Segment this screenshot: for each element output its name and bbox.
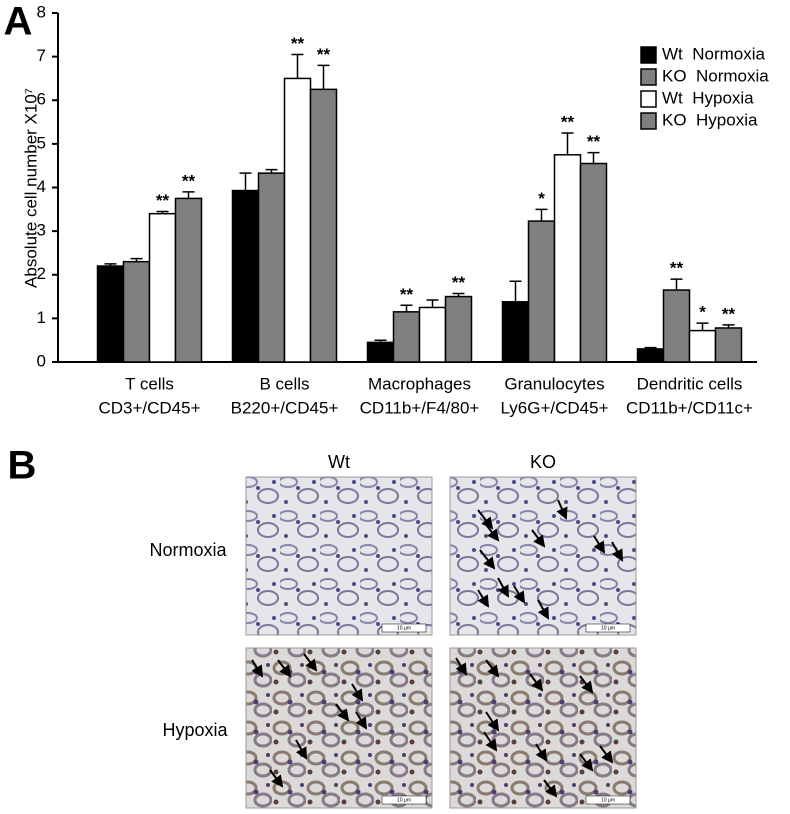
error-bar <box>670 278 683 291</box>
significance-label: ** <box>561 112 575 131</box>
significance-label: ** <box>182 171 196 190</box>
bar <box>636 348 665 363</box>
bar <box>527 220 556 363</box>
error-bar <box>156 210 169 214</box>
error-bar <box>426 299 439 308</box>
error-bar <box>374 339 387 343</box>
y-tick-label: 5 <box>37 133 46 152</box>
y-tick-label: 2 <box>37 264 46 283</box>
error-bar <box>317 64 330 90</box>
bar <box>553 154 582 363</box>
legend-label: KO Normoxia <box>662 66 769 85</box>
bar <box>257 172 286 363</box>
bar <box>283 77 312 363</box>
significance-label: ** <box>400 285 414 304</box>
significance-label: ** <box>317 45 331 64</box>
bar <box>366 341 395 363</box>
legend-label: KO Hypoxia <box>662 110 758 129</box>
legend-swatch <box>640 46 657 64</box>
error-bar <box>452 292 465 297</box>
y-axis-label: Absolute cell number X10⁷ <box>21 88 40 288</box>
bar <box>174 197 203 363</box>
error-bar <box>722 324 735 328</box>
significance-label: ** <box>587 132 601 151</box>
bar <box>392 311 421 363</box>
scale-bar-label: 10 μm <box>601 625 615 631</box>
error-bar <box>561 132 574 155</box>
bar <box>418 306 447 363</box>
bar <box>688 329 717 363</box>
x-tick-label: B220+/CD45+ <box>231 398 339 417</box>
error-bar <box>265 168 278 174</box>
bar <box>714 327 743 363</box>
bar <box>309 88 338 363</box>
error-bar <box>182 191 195 199</box>
error-bar <box>535 208 548 222</box>
significance-label: ** <box>156 191 170 210</box>
error-bar <box>130 257 143 262</box>
bar <box>122 260 151 363</box>
panel-label: A <box>4 0 33 44</box>
micrograph <box>449 476 637 636</box>
scale-bar-label: 10 μm <box>601 797 615 803</box>
error-bar <box>291 53 304 79</box>
x-tick-label: CD11b+/CD11c+ <box>626 398 753 417</box>
scale-bar-label: 10 μm <box>397 625 411 631</box>
panel-b-images: 10 μm 10 μm 10 μm 10 μm <box>245 476 637 809</box>
scale-bar-label: 10 μm <box>397 797 411 803</box>
legend-swatch <box>640 68 657 86</box>
bar <box>579 162 608 363</box>
significance-label: ** <box>722 304 736 323</box>
micrograph <box>245 647 433 809</box>
x-tick-label: Granulocytes <box>504 374 604 393</box>
x-tick-label: T cells <box>125 374 174 393</box>
error-bar <box>587 151 600 164</box>
error-bar <box>104 263 117 267</box>
bar <box>444 295 473 363</box>
error-bar <box>696 322 709 331</box>
panel-label: B <box>8 444 37 488</box>
legend-label: Wt Hypoxia <box>662 88 754 107</box>
bar <box>148 212 177 363</box>
scale-bars: 10 μm 10 μm 10 μm 10 μm <box>381 623 631 805</box>
x-tick-label: B cells <box>259 374 309 393</box>
significance-label: ** <box>291 34 305 53</box>
x-tick-label: Dendritic cells <box>637 374 743 393</box>
micrograph <box>449 647 637 809</box>
row-header: Normoxia <box>149 540 227 560</box>
legend-swatch <box>640 90 657 108</box>
significance-label: ** <box>452 273 466 292</box>
x-tick-label: Macrophages <box>368 374 471 393</box>
column-header: KO <box>530 452 556 472</box>
bar <box>96 265 125 363</box>
x-tick-label: Ly6G+/CD45+ <box>500 398 608 417</box>
error-bar <box>509 280 522 302</box>
error-bar <box>644 346 657 349</box>
significance-label: * <box>538 189 545 208</box>
y-tick-label: 0 <box>37 351 46 370</box>
column-header: Wt <box>328 452 350 472</box>
y-tick-label: 8 <box>37 2 46 21</box>
y-tick-label: 1 <box>37 308 46 327</box>
error-bar <box>239 172 252 191</box>
y-tick-label: 7 <box>37 46 46 65</box>
y-tick-label: 6 <box>37 90 46 109</box>
micrograph <box>245 476 433 636</box>
significance-label: * <box>699 303 706 322</box>
legend-label: Wt Normoxia <box>662 44 766 63</box>
row-header: Hypoxia <box>162 720 228 740</box>
x-tick-label: CD3+/CD45+ <box>98 398 200 417</box>
bar <box>501 301 530 363</box>
bar <box>231 189 260 363</box>
x-tick-label: CD11b+/F4/80+ <box>360 398 480 417</box>
significance-label: ** <box>670 259 684 278</box>
y-tick-label: 4 <box>37 177 46 196</box>
bar <box>662 289 691 363</box>
y-tick-label: 3 <box>37 221 46 240</box>
arrows <box>251 499 623 798</box>
legend-swatch <box>640 112 657 130</box>
error-bar <box>400 304 413 312</box>
